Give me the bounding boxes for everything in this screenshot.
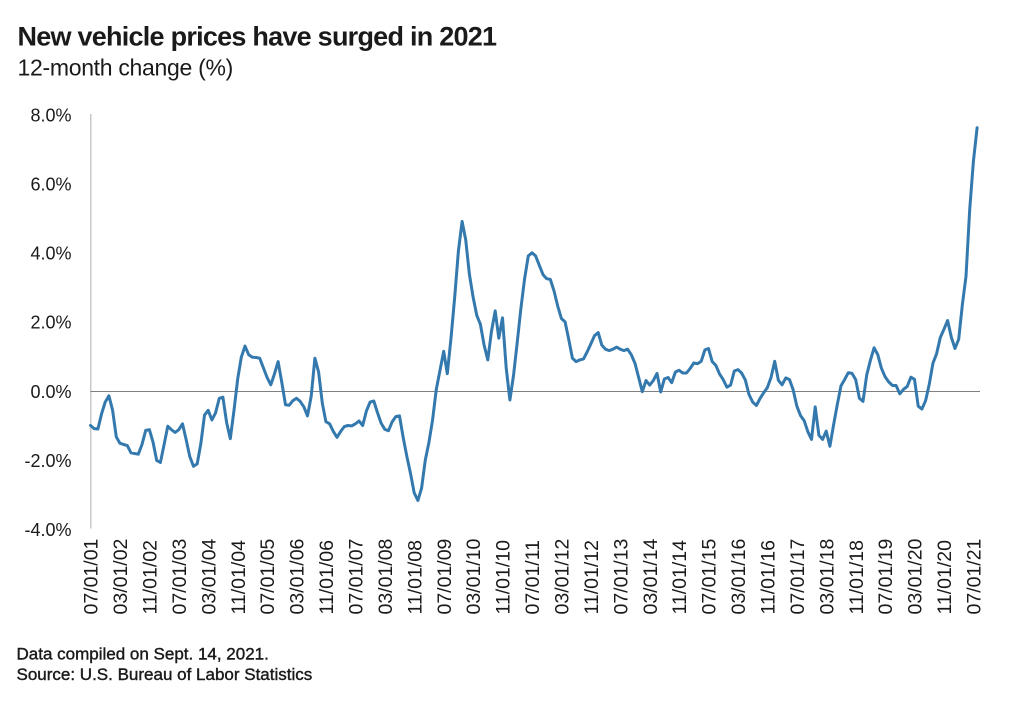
svg-text:07/01/17: 07/01/17 bbox=[787, 539, 809, 615]
svg-text:03/01/02: 03/01/02 bbox=[110, 539, 132, 615]
svg-text:07/01/11: 07/01/11 bbox=[522, 540, 544, 614]
svg-text:11/01/10: 11/01/10 bbox=[493, 540, 515, 615]
svg-text:03/01/06: 03/01/06 bbox=[287, 539, 309, 615]
svg-text:11/01/04: 11/01/04 bbox=[228, 540, 250, 615]
svg-text:07/01/07: 07/01/07 bbox=[346, 539, 368, 615]
svg-text:11/01/12: 11/01/12 bbox=[581, 540, 603, 614]
svg-text:11/01/08: 11/01/08 bbox=[404, 540, 426, 614]
svg-text:07/01/15: 07/01/15 bbox=[699, 538, 721, 614]
svg-text:11/01/18: 11/01/18 bbox=[846, 540, 868, 614]
svg-text:New vehicle prices have surged: New vehicle prices have surged in 2021 bbox=[18, 22, 497, 52]
svg-text:07/01/09: 07/01/09 bbox=[434, 539, 456, 615]
svg-text:07/01/19: 07/01/19 bbox=[875, 539, 897, 615]
svg-text:11/01/02: 11/01/02 bbox=[140, 540, 162, 614]
svg-text:03/01/16: 03/01/16 bbox=[728, 539, 750, 615]
svg-text:11/01/14: 11/01/14 bbox=[669, 540, 691, 615]
svg-text:07/01/05: 07/01/05 bbox=[257, 538, 279, 614]
svg-text:03/01/18: 03/01/18 bbox=[816, 539, 838, 615]
svg-text:Source: U.S. Bureau of Labor S: Source: U.S. Bureau of Labor Statistics bbox=[17, 665, 313, 684]
svg-text:03/01/14: 03/01/14 bbox=[640, 538, 662, 614]
svg-text:0.0%: 0.0% bbox=[30, 382, 71, 402]
svg-text:-2.0%: -2.0% bbox=[24, 451, 71, 471]
svg-text:11/01/06: 11/01/06 bbox=[316, 540, 338, 614]
svg-text:-4.0%: -4.0% bbox=[24, 520, 71, 540]
svg-text:03/01/04: 03/01/04 bbox=[198, 538, 220, 614]
svg-text:2.0%: 2.0% bbox=[30, 313, 71, 333]
svg-text:11/01/20: 11/01/20 bbox=[934, 540, 956, 615]
svg-text:Data compiled on Sept. 14, 202: Data compiled on Sept. 14, 2021. bbox=[17, 645, 269, 664]
svg-text:07/01/13: 07/01/13 bbox=[610, 539, 632, 615]
svg-text:8.0%: 8.0% bbox=[30, 106, 71, 126]
svg-text:03/01/20: 03/01/20 bbox=[905, 538, 927, 614]
svg-text:03/01/08: 03/01/08 bbox=[375, 539, 397, 615]
svg-text:6.0%: 6.0% bbox=[30, 175, 71, 195]
svg-text:11/01/16: 11/01/16 bbox=[758, 540, 780, 614]
svg-text:4.0%: 4.0% bbox=[30, 244, 71, 264]
svg-text:07/01/03: 07/01/03 bbox=[169, 539, 191, 615]
svg-text:12-month change (%): 12-month change (%) bbox=[18, 55, 233, 81]
svg-text:07/01/01: 07/01/01 bbox=[81, 539, 103, 615]
svg-text:03/01/10: 03/01/10 bbox=[463, 538, 485, 614]
svg-text:03/01/12: 03/01/12 bbox=[552, 539, 574, 615]
svg-text:07/01/21: 07/01/21 bbox=[964, 539, 986, 615]
